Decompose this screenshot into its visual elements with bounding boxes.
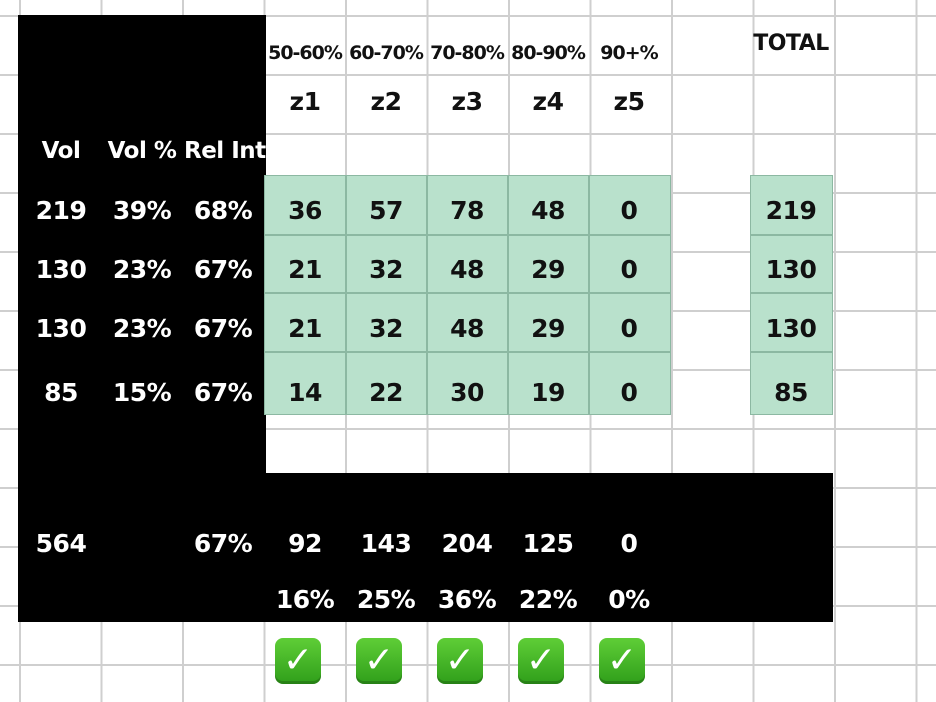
check-mark-icon: ✓ xyxy=(599,638,645,684)
zone-label: z1 xyxy=(289,87,321,116)
row-vol-pct: 23% xyxy=(112,314,172,343)
zone-cell: 0 xyxy=(620,255,638,284)
zone-cell: 21 xyxy=(288,255,322,284)
zone-total: 92 xyxy=(288,529,322,558)
row-vol-pct: 39% xyxy=(112,196,172,225)
vol-header: Vol xyxy=(41,138,81,164)
rel-int-header: Rel Int xyxy=(184,140,266,163)
summary-vol: 564 xyxy=(35,529,87,558)
zone-cell: 14 xyxy=(288,378,322,407)
row-vol: 219 xyxy=(35,196,87,225)
vol-pct-header: Vol % xyxy=(107,138,177,164)
zone-values-block xyxy=(264,175,671,415)
zone-pct: 16% xyxy=(275,585,335,614)
zone-pct: 25% xyxy=(356,585,416,614)
zone-total: 0 xyxy=(620,529,638,558)
zone-range-header: 50-60% xyxy=(268,44,343,63)
zone-cell: 29 xyxy=(531,255,565,284)
zone-cell: 0 xyxy=(620,314,638,343)
zone-pct: 22% xyxy=(518,585,578,614)
zone-range-header: 60-70% xyxy=(349,44,424,63)
check-mark-icon: ✓ xyxy=(518,638,564,684)
zone-label: z3 xyxy=(451,87,483,116)
zone-range-header: 70-80% xyxy=(430,44,505,63)
summary-rel-int: 67% xyxy=(193,529,253,558)
zone-cell: 21 xyxy=(288,314,322,343)
zone-cell: 48 xyxy=(450,314,484,343)
total-header: TOTAL xyxy=(753,31,829,56)
zone-cell: 48 xyxy=(531,196,565,225)
row-rel-int: 67% xyxy=(193,378,253,407)
zone-cell: 30 xyxy=(450,378,484,407)
check-mark-icon: ✓ xyxy=(275,638,321,684)
check-mark-icon: ✓ xyxy=(356,638,402,684)
zone-cell: 36 xyxy=(288,196,322,225)
total-cell: 130 xyxy=(765,255,817,284)
row-rel-int: 67% xyxy=(193,314,253,343)
zone-cell: 19 xyxy=(531,378,565,407)
zone-label: z4 xyxy=(532,87,564,116)
row-vol-pct: 23% xyxy=(112,255,172,284)
row-rel-int: 67% xyxy=(193,255,253,284)
zone-cell: 32 xyxy=(369,255,403,284)
zone-total: 143 xyxy=(360,529,412,558)
row-vol: 85 xyxy=(44,378,78,407)
row-rel-int: 68% xyxy=(193,196,253,225)
check-mark-icon: ✓ xyxy=(437,638,483,684)
zone-label: z2 xyxy=(370,87,402,116)
zone-total: 204 xyxy=(441,529,493,558)
zone-cell: 29 xyxy=(531,314,565,343)
total-cell: 130 xyxy=(765,314,817,343)
zone-pct: 36% xyxy=(437,585,497,614)
zone-cell: 0 xyxy=(620,378,638,407)
zone-label: z5 xyxy=(613,87,645,116)
zone-cell: 78 xyxy=(450,196,484,225)
row-vol: 130 xyxy=(35,314,87,343)
zone-cell: 22 xyxy=(369,378,403,407)
zone-total: 125 xyxy=(522,529,574,558)
zone-cell: 32 xyxy=(369,314,403,343)
zone-cell: 57 xyxy=(369,196,403,225)
zone-pct: 0% xyxy=(608,585,650,614)
total-cell: 85 xyxy=(774,378,808,407)
zone-cell: 0 xyxy=(620,196,638,225)
zone-cell: 48 xyxy=(450,255,484,284)
summary-block xyxy=(18,473,833,622)
zone-range-header: 80-90% xyxy=(511,44,586,63)
total-values-block xyxy=(750,175,833,415)
row-vol-pct: 15% xyxy=(112,378,172,407)
total-cell: 219 xyxy=(765,196,817,225)
zone-range-header: 90+% xyxy=(600,44,658,63)
row-vol: 130 xyxy=(35,255,87,284)
